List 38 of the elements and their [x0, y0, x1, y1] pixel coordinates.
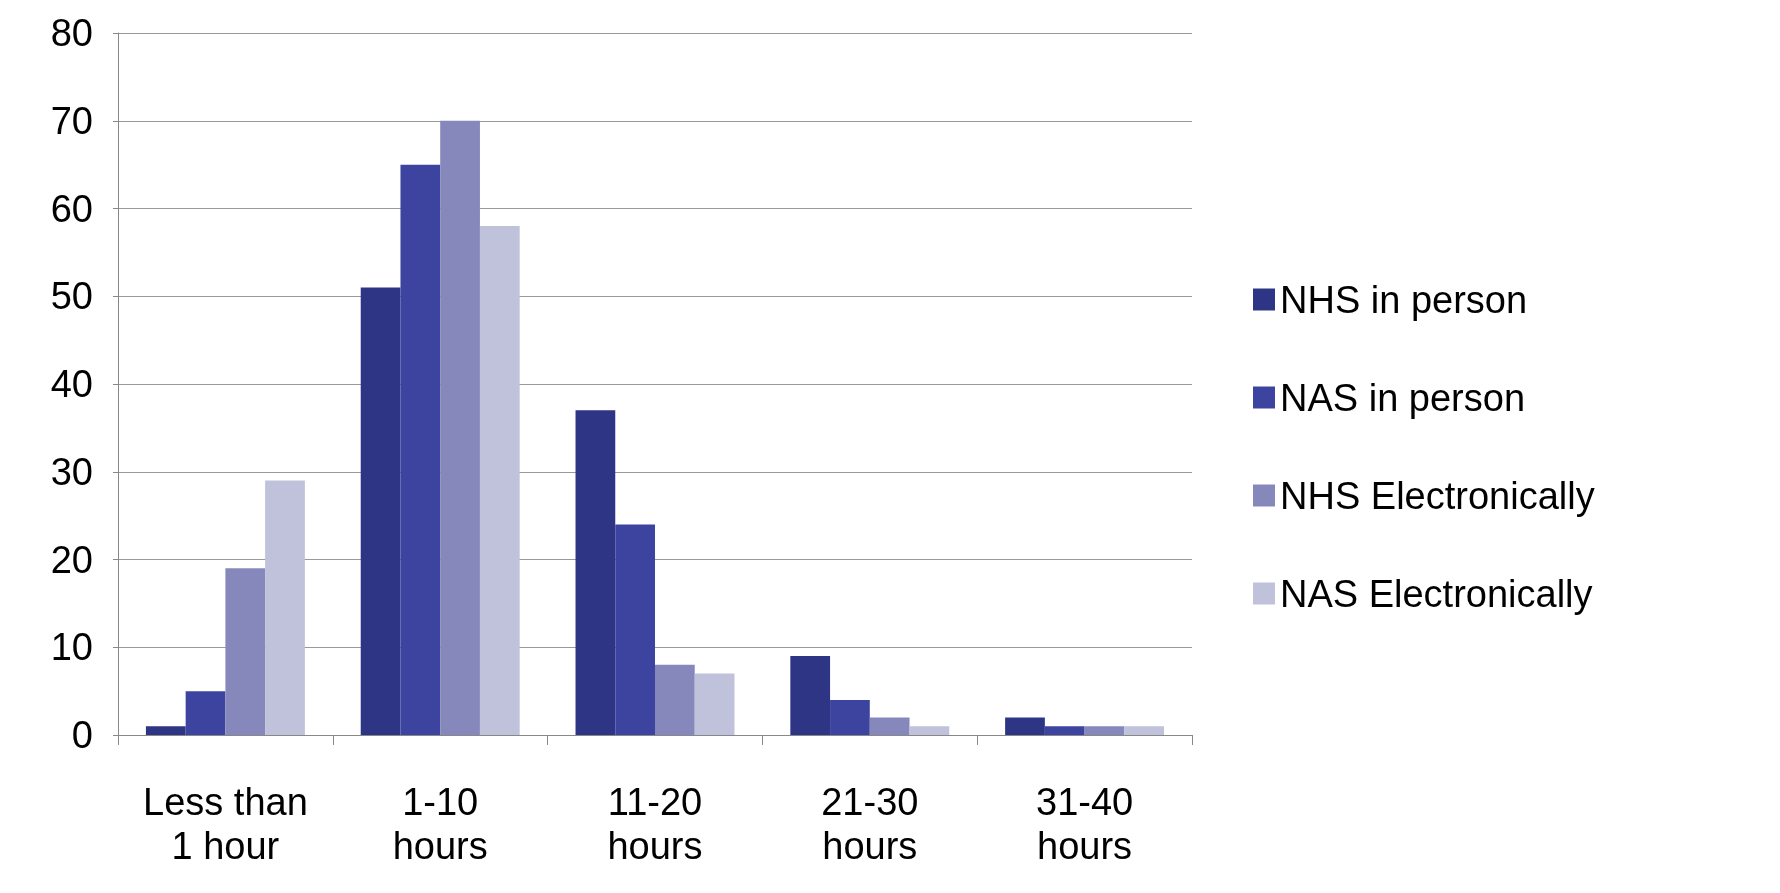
y-tick-label: 80: [50, 12, 93, 54]
y-tick-label: 40: [50, 363, 93, 405]
bar: [1005, 717, 1045, 735]
bar: [479, 226, 520, 735]
bar: [265, 480, 305, 735]
bar: [400, 164, 441, 735]
x-tick-label: Less than 1 hour: [143, 781, 308, 867]
bar: [869, 717, 910, 735]
bar: [830, 699, 870, 735]
bar: [909, 726, 950, 735]
legend-label: NHS Electronically: [1280, 474, 1595, 517]
y-tick-label: 30: [50, 450, 93, 493]
bar: [225, 568, 266, 735]
y-tick-label: 70: [50, 99, 93, 142]
y-tick-label: 20: [50, 538, 93, 581]
bar: [575, 410, 616, 735]
y-tick-label: 60: [50, 187, 93, 230]
bar: [1044, 726, 1085, 735]
bar: [185, 691, 226, 735]
bar: [440, 120, 480, 735]
y-tick-label: 50: [50, 275, 93, 318]
bar: [145, 726, 186, 735]
bar: [694, 673, 735, 735]
x-tick-label: 31-40 hours: [1036, 781, 1134, 867]
x-tick-label: 11-20 hours: [607, 781, 703, 867]
legend-label: NAS Electronically: [1280, 572, 1593, 615]
x-tick-label: 1-10 hours: [392, 781, 488, 867]
bar: [360, 287, 401, 735]
bar: [1124, 726, 1165, 735]
y-tick-label: 0: [71, 714, 93, 756]
legend-label: NAS in person: [1280, 376, 1526, 419]
y-tick-label: 10: [50, 626, 93, 669]
bar: [615, 524, 655, 735]
legend-label: NHS in person: [1280, 278, 1528, 321]
bar: [655, 664, 695, 735]
bar: [1084, 726, 1125, 735]
x-tick-label: 21-30 hours: [821, 781, 919, 867]
bar: [790, 656, 831, 735]
